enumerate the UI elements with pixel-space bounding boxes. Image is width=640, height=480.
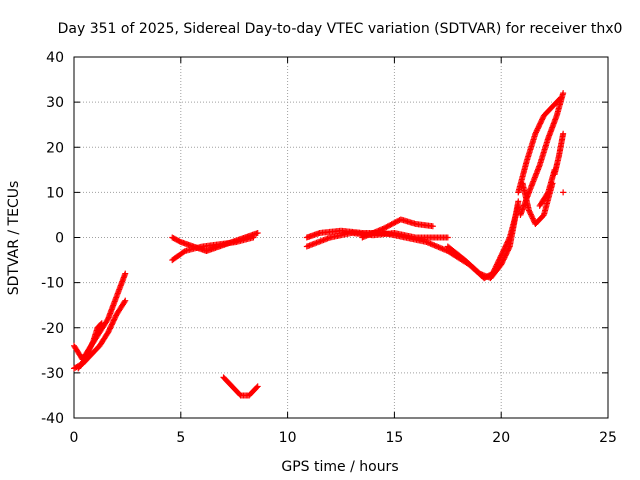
data-point bbox=[444, 234, 451, 241]
data-point bbox=[528, 212, 535, 219]
x-tick-labels: 0 5 10 15 20 25 bbox=[70, 430, 617, 446]
series-outlier bbox=[560, 189, 567, 196]
data-point bbox=[544, 190, 551, 197]
data-point bbox=[515, 202, 522, 209]
data-point bbox=[395, 217, 402, 224]
data-point bbox=[122, 297, 129, 304]
data-point bbox=[393, 218, 400, 225]
data-point bbox=[384, 223, 391, 230]
data-point bbox=[254, 383, 261, 390]
data-point bbox=[525, 207, 532, 214]
data-point bbox=[387, 222, 394, 229]
data-point bbox=[388, 221, 395, 228]
y-axis-label: SDTVAR / TECUs bbox=[6, 181, 22, 296]
data-point bbox=[97, 321, 104, 328]
data-point bbox=[560, 90, 567, 97]
y-tick-label: 40 bbox=[46, 50, 64, 66]
data-points bbox=[71, 90, 567, 399]
data-point bbox=[530, 216, 537, 223]
data-point bbox=[389, 220, 396, 227]
series-arc-16 bbox=[551, 130, 567, 178]
x-tick-label: 20 bbox=[492, 430, 510, 446]
data-point bbox=[121, 298, 128, 305]
x-tick-label: 5 bbox=[176, 430, 185, 446]
series-arc-3 bbox=[75, 320, 105, 372]
data-point bbox=[392, 219, 399, 226]
y-tick-label: -40 bbox=[41, 411, 64, 427]
data-point bbox=[385, 222, 392, 229]
x-tick-label: 25 bbox=[599, 430, 617, 446]
y-tick-label: -20 bbox=[41, 321, 64, 337]
data-point bbox=[506, 235, 513, 242]
x-tick-label: 10 bbox=[279, 430, 297, 446]
data-point bbox=[529, 215, 536, 222]
data-point bbox=[429, 223, 436, 230]
data-point bbox=[98, 320, 105, 327]
data-point bbox=[380, 225, 387, 232]
series-arc-11 bbox=[481, 202, 522, 282]
y-tick-label: 20 bbox=[46, 140, 64, 156]
grid-lines bbox=[74, 57, 608, 418]
y-tick-label: 0 bbox=[55, 231, 64, 247]
y-tick-labels: -40 -30 -20 -10 0 10 20 30 40 bbox=[41, 50, 64, 427]
chart-title: Day 351 of 2025, Sidereal Day-to-day VTE… bbox=[58, 21, 623, 37]
data-point bbox=[254, 229, 261, 236]
data-point bbox=[122, 270, 129, 277]
data-point bbox=[253, 384, 260, 391]
x-tick-label: 0 bbox=[70, 430, 79, 446]
series-arc-9 bbox=[359, 216, 436, 241]
y-tick-label: 30 bbox=[46, 95, 64, 111]
axis-ticks bbox=[73, 56, 609, 419]
y-tick-label: 10 bbox=[46, 185, 64, 201]
data-point bbox=[560, 130, 567, 137]
series-arc-5 bbox=[169, 234, 257, 264]
data-point bbox=[527, 210, 534, 217]
data-point bbox=[250, 234, 257, 241]
data-point bbox=[526, 208, 533, 215]
x-tick-label: 15 bbox=[385, 430, 403, 446]
data-point bbox=[529, 214, 536, 221]
y-tick-label: -10 bbox=[41, 276, 64, 292]
data-point bbox=[391, 219, 398, 226]
data-point bbox=[560, 189, 567, 196]
series-arc-14 bbox=[519, 180, 556, 227]
series-arc-6 bbox=[220, 374, 261, 399]
data-point bbox=[527, 211, 534, 218]
y-tick-label: -30 bbox=[41, 366, 64, 382]
data-point bbox=[89, 339, 96, 346]
data-point bbox=[383, 224, 390, 231]
x-axis-label: GPS time / hours bbox=[281, 459, 398, 475]
data-point bbox=[382, 224, 389, 231]
